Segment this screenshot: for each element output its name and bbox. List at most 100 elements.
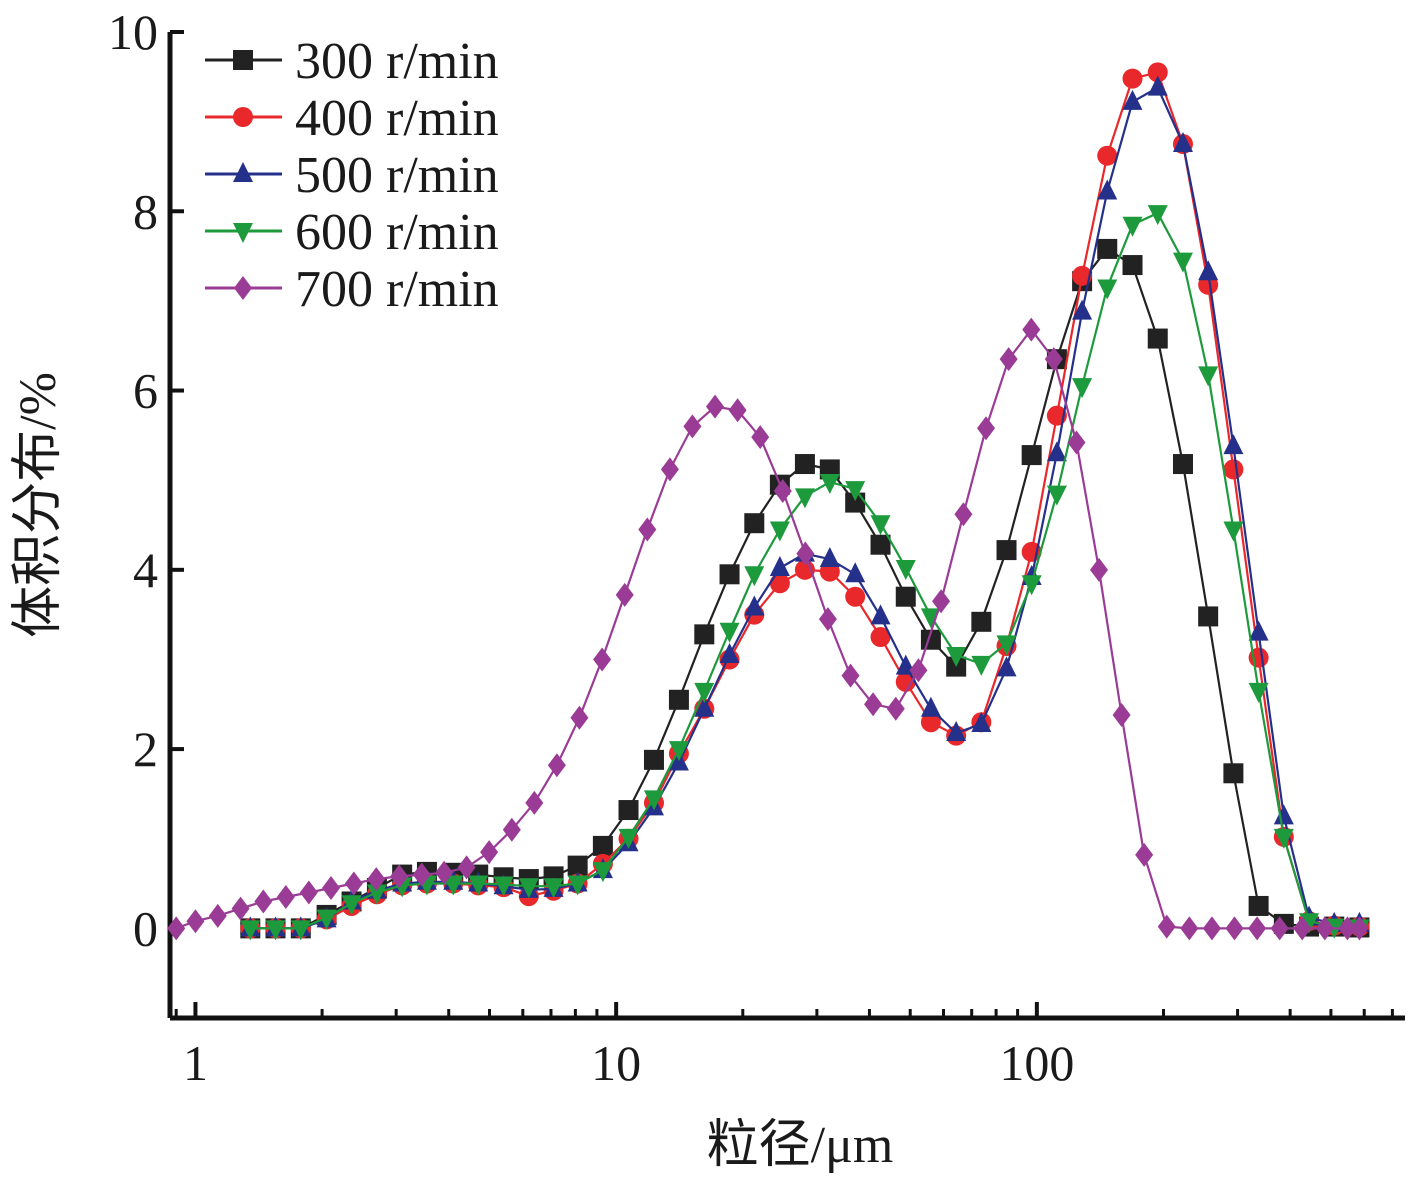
data-point [769,521,790,542]
data-point [794,454,815,475]
data-point [794,488,815,509]
data-point [773,478,792,503]
legend-entry: 400 r/min [205,90,499,147]
data-point [593,647,612,672]
series-layer [167,62,1370,941]
data-point [796,541,815,566]
data-point [1072,299,1093,320]
data-point [1248,620,1269,641]
y-tick-label: 0 [133,900,158,956]
data-point [1022,317,1041,342]
data-point [920,608,941,629]
data-point [744,513,765,534]
series-300-r-min [240,238,1370,939]
data-point [643,790,664,811]
data-point [694,624,715,645]
data-point [240,920,261,941]
data-point [999,347,1018,372]
data-point [525,790,544,815]
data-point [694,696,715,717]
data-point [1147,328,1168,349]
data-point [1293,916,1312,941]
legend-marker [233,223,253,243]
data-point [1147,205,1168,226]
data-point [592,835,613,856]
data-point [1202,916,1221,941]
data-point [618,828,639,849]
series-line [250,247,1360,930]
data-point [341,895,362,916]
data-point [1248,895,1269,916]
data-point [819,473,840,494]
legend-marker [233,162,253,182]
data-point [1172,132,1193,153]
legend-label: 300 r/min [295,33,499,90]
data-point [769,556,790,577]
data-point [570,705,589,730]
data-point [1198,606,1219,627]
data-point [845,481,866,502]
data-point [1223,459,1244,480]
data-point [618,800,639,821]
data-point [996,656,1017,677]
data-point [719,622,740,643]
data-point [1089,557,1108,582]
data-point [996,635,1017,656]
legend-marker [233,107,253,127]
data-point [845,586,866,607]
data-point [1157,914,1176,939]
data-point [719,642,740,663]
data-point [435,860,454,885]
data-point [643,749,664,770]
data-point [443,875,464,896]
data-point [1248,682,1269,703]
data-point [615,582,634,607]
data-point [1273,804,1294,825]
data-point [920,696,941,717]
data-point [1315,916,1334,941]
data-point [1248,916,1267,941]
data-point [971,611,992,632]
series-600-r-min [240,205,1370,941]
legend-entry: 600 r/min [205,204,499,261]
axes [167,32,1405,1021]
data-point [1172,454,1193,475]
legend-entry: 500 r/min [205,147,499,204]
data-point [1112,703,1131,728]
legend-label: 400 r/min [295,90,499,147]
data-point [208,903,227,928]
data-point [895,560,916,581]
data-point [1122,68,1143,89]
data-point [1097,179,1118,200]
data-point [1223,434,1244,455]
data-point [1225,916,1244,941]
data-point [1198,260,1219,281]
data-point [1223,763,1244,784]
data-point [547,753,566,778]
data-point [265,920,286,941]
y-tick-label: 2 [133,721,158,777]
data-point [316,909,337,930]
data-point [845,562,866,583]
data-point [909,658,928,683]
data-point [1299,913,1320,934]
data-point [819,547,840,568]
data-point [1021,445,1042,466]
data-point [769,573,790,594]
series-line [175,327,1360,930]
data-point [751,425,770,450]
data-point [186,909,205,934]
data-point [592,862,613,883]
data-point [954,502,973,527]
data-point [1072,265,1093,286]
data-point [1097,238,1118,259]
x-tick-label: 1 [183,1035,208,1091]
data-point [412,862,431,887]
data-point [468,875,489,896]
data-point [567,875,588,896]
legend-marker [234,276,252,300]
tick-marks: 0 2 4 6 8 10 1 10 100 [108,4,1394,1091]
data-point [744,595,765,616]
data-point [818,607,837,632]
data-point [1072,378,1093,399]
